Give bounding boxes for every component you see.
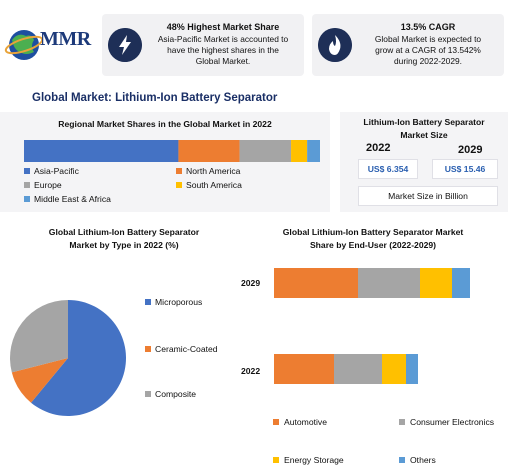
pie-slice	[10, 300, 68, 373]
end-user-bar-segment	[274, 268, 358, 298]
legend-swatch	[273, 457, 279, 463]
regional-share-panel: Regional Market Shares in the Global Mar…	[0, 112, 330, 212]
type-pie-chart	[10, 300, 127, 416]
regional-bar-segment	[307, 140, 320, 162]
regional-chart-title: Regional Market Shares in the Global Mar…	[58, 119, 272, 129]
regional-bar-segment	[24, 140, 179, 162]
highest-share-title: 48% Highest Market Share	[166, 22, 280, 32]
end-user-bar-segment	[382, 354, 406, 384]
cagr-card: 13.5% CAGR Global Market is expected to …	[312, 14, 504, 76]
legend-south-america: South America	[176, 180, 242, 190]
regional-bar-segment	[239, 140, 292, 162]
regional-stacked-bar	[24, 140, 320, 162]
legend-swatch	[24, 182, 30, 188]
legend-swatch	[176, 168, 182, 174]
end-user-bar-segment	[358, 268, 420, 298]
regional-bar-segment	[291, 140, 308, 162]
end-user-chart-title: Global Lithium-Ion Battery Separator Mar…	[282, 227, 464, 250]
type-chart-title: Global Lithium-Ion Battery Separator Mar…	[48, 227, 200, 250]
eu-legend-energy-storage: Energy Storage	[273, 455, 344, 465]
cagr-title: 13.5% CAGR	[400, 22, 456, 32]
legend-swatch	[176, 182, 182, 188]
year-2022-label: 2022	[366, 142, 391, 154]
eu-legend-consumer-electronics: Consumer Electronics	[399, 417, 494, 427]
legend-swatch	[145, 299, 151, 305]
end-user-stacked-bars	[274, 268, 470, 384]
legend-mea: Middle East & Africa	[24, 194, 111, 204]
bar-label-2029: 2029	[241, 278, 261, 288]
year-2029-label: 2029	[458, 144, 483, 156]
highest-share-text: Asia-Pacific Market is accounted to have…	[157, 34, 289, 66]
mmr-logo	[4, 30, 44, 60]
flame-icon	[318, 28, 352, 62]
end-user-bar-segment	[334, 354, 382, 384]
legend-europe: Europe	[24, 180, 62, 190]
legend-north-america: North America	[176, 166, 240, 176]
legend-swatch	[273, 419, 279, 425]
market-size-panel: Lithium-Ion Battery Separator Market Siz…	[340, 112, 508, 212]
end-user-bar-segment	[420, 268, 452, 298]
highest-share-card: 48% Highest Market Share Asia-Pacific Ma…	[102, 14, 304, 76]
legend-asia-pacific: Asia-Pacific	[24, 166, 79, 176]
page-title: Global Market: Lithium-Ion Battery Separ…	[32, 92, 278, 104]
value-2022: US$ 6.354	[358, 159, 418, 179]
regional-bar-segment	[178, 140, 240, 162]
cagr-text: Global Market is expected to grow at a C…	[374, 34, 482, 66]
legend-swatch	[24, 196, 30, 202]
pie-slice	[11, 358, 68, 403]
pie-legend-composite: Composite	[145, 389, 196, 399]
legend-swatch	[145, 346, 151, 352]
legend-swatch	[145, 391, 151, 397]
pie-legend-ceramic-coated: Ceramic-Coated	[145, 344, 218, 354]
value-2029: US$ 15.46	[432, 159, 498, 179]
eu-legend-automotive: Automotive	[273, 417, 327, 427]
logo-text: MMR	[40, 28, 91, 50]
end-user-bar-segment	[452, 268, 470, 298]
end-user-bar-segment	[406, 354, 418, 384]
market-size-title: Lithium-Ion Battery Separator Market Siz…	[363, 117, 485, 140]
legend-swatch	[399, 419, 405, 425]
bar-label-2022: 2022	[241, 366, 261, 376]
eu-legend-others: Others	[399, 455, 436, 465]
market-size-note: Market Size in Billion	[358, 186, 498, 206]
legend-swatch	[24, 168, 30, 174]
pie-legend-microporous: Microporous	[145, 297, 202, 307]
pie-slice	[31, 300, 127, 416]
lightning-icon	[108, 28, 142, 62]
legend-swatch	[399, 457, 405, 463]
end-user-bar-segment	[274, 354, 334, 384]
